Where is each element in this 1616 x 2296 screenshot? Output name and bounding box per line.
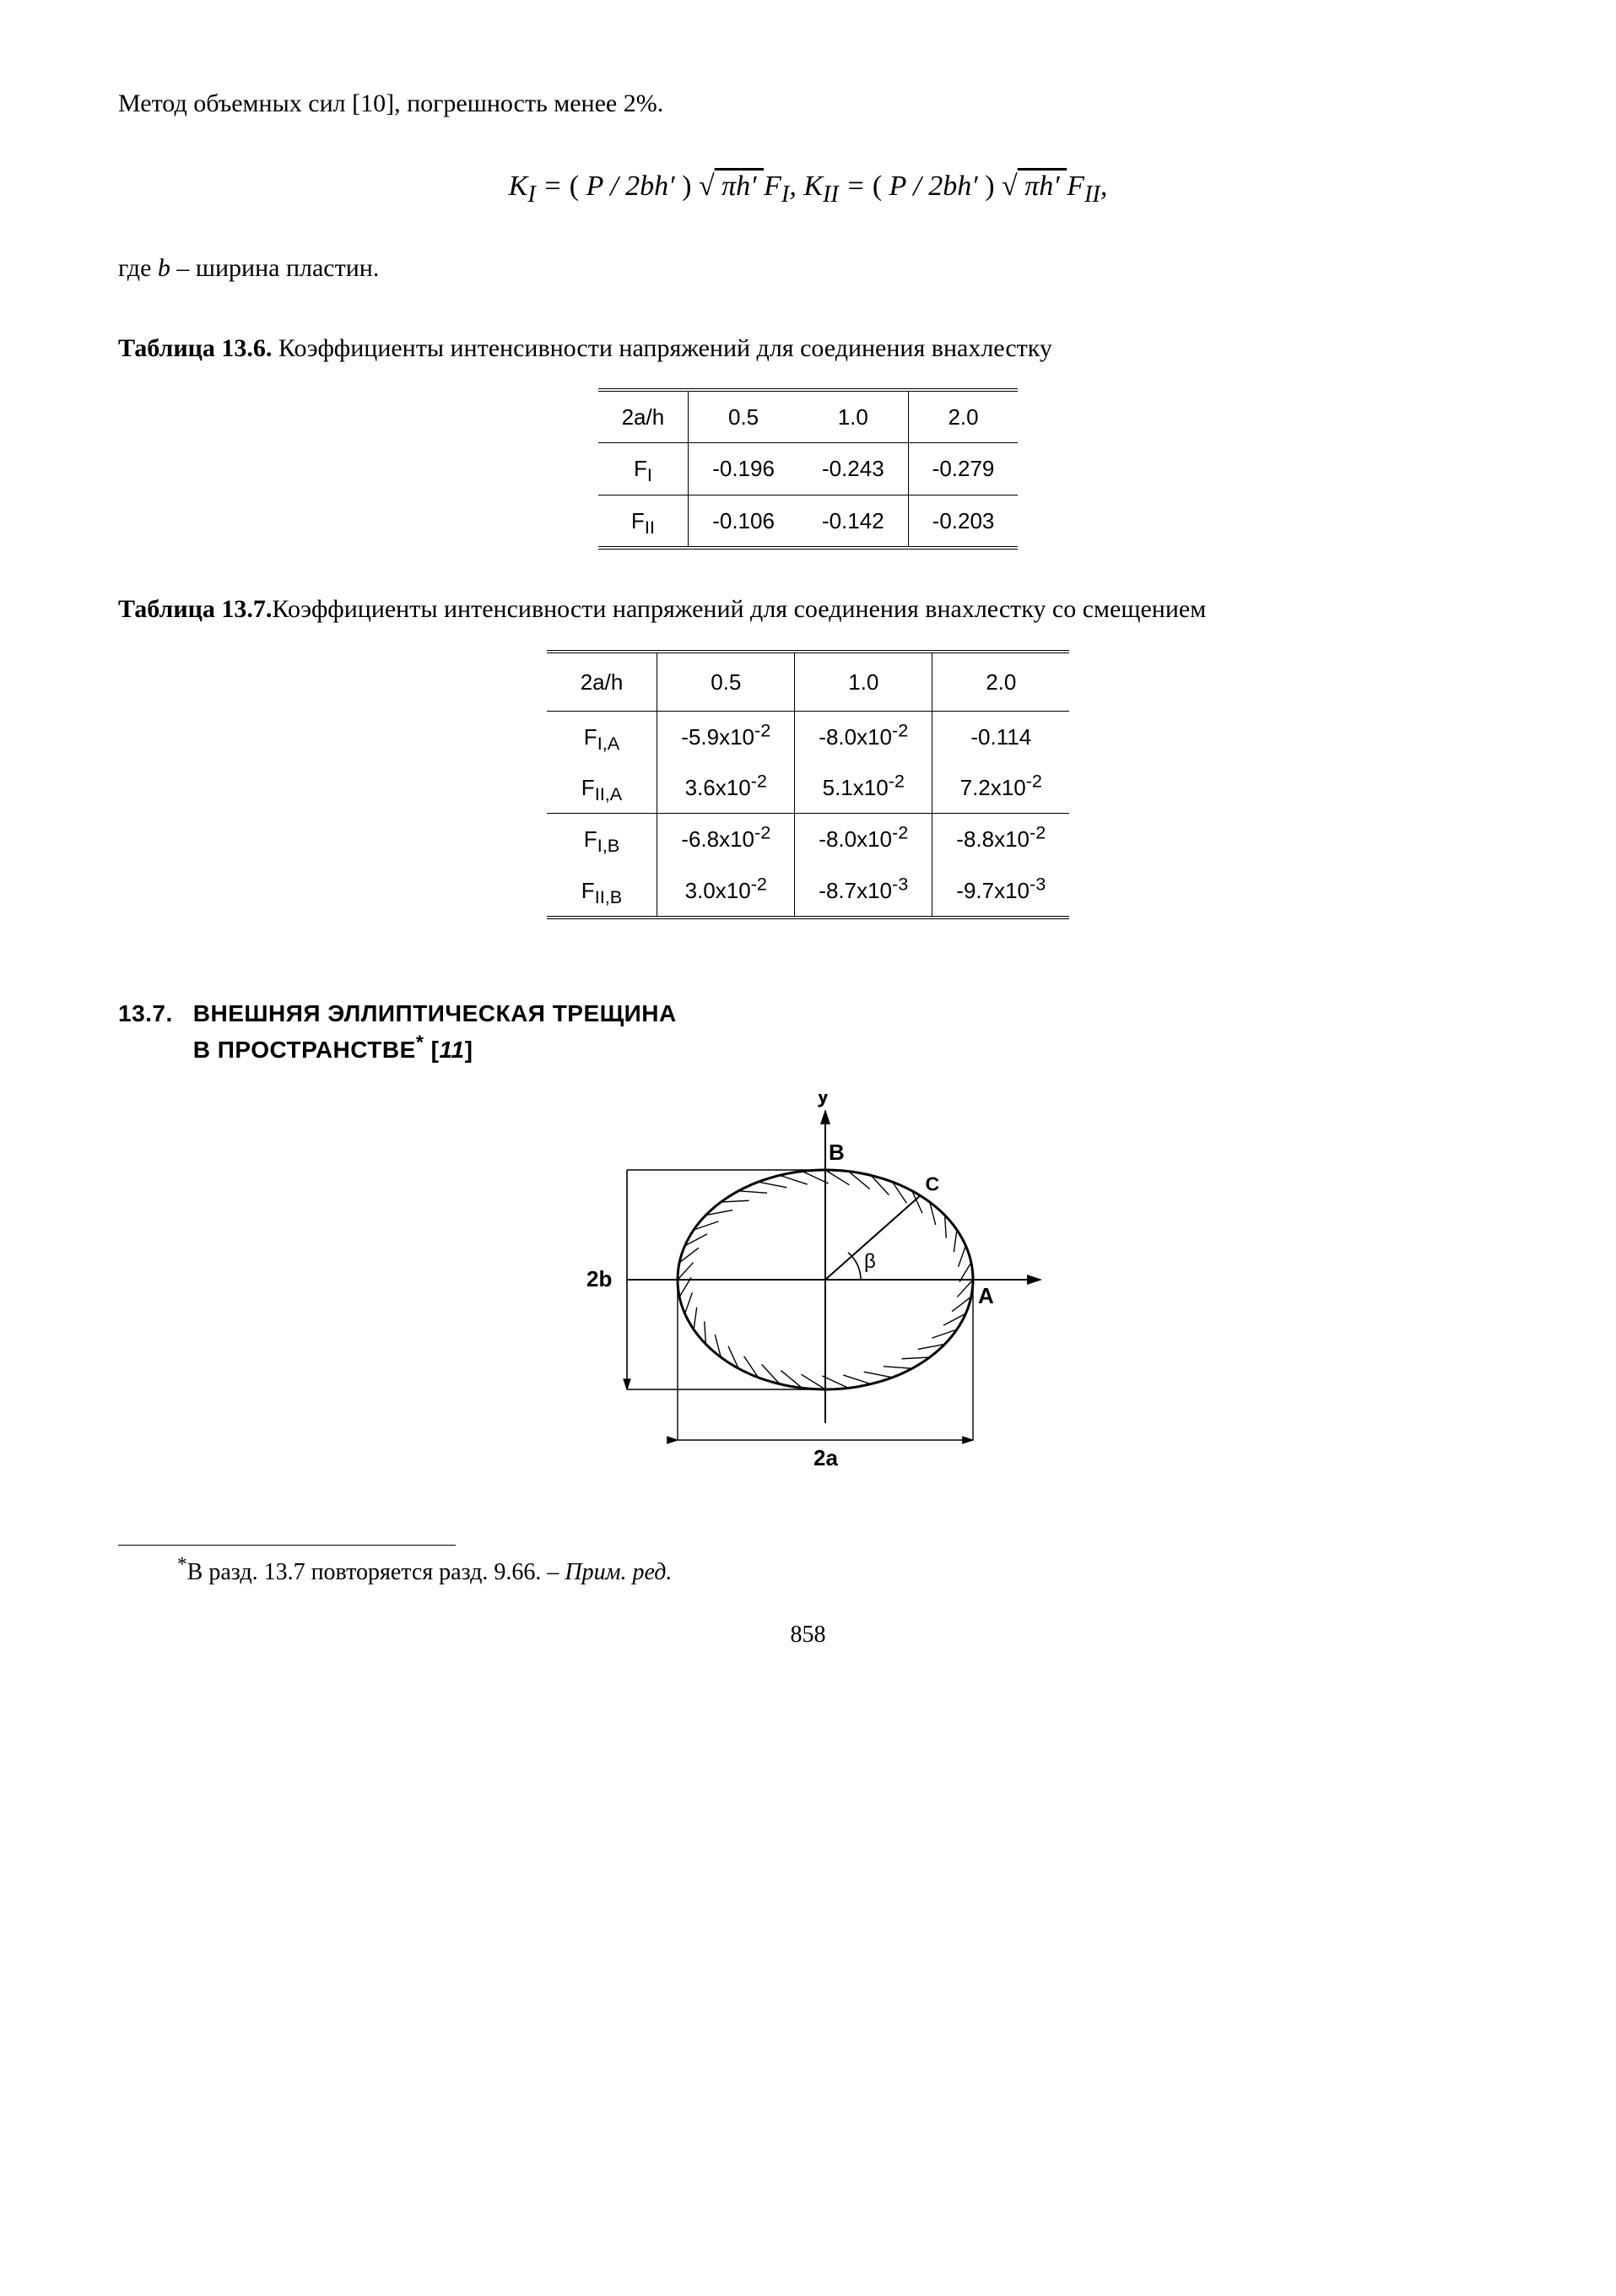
table7-cell: 3.6x10-2 <box>657 762 795 814</box>
table7-cell: -8.8x10-2 <box>932 814 1070 865</box>
table7-row-label: FII,A <box>547 762 657 814</box>
table-13-6: 2a/h0.51.02.0FI-0.196-0.243-0.279FII-0.1… <box>598 388 1019 550</box>
table7-caption-rest: Коэффициенты интенсивности напряжений дл… <box>272 595 1206 623</box>
table6-cell: -0.243 <box>798 443 908 495</box>
svg-text:A: A <box>978 1283 994 1308</box>
page-number: 858 <box>118 1616 1498 1653</box>
section-number: 13.7. <box>118 995 173 1069</box>
table6-cell: -0.196 <box>689 443 798 495</box>
table6-header-cell: 2a/h <box>598 390 689 443</box>
table6-cell: -0.279 <box>908 443 1018 495</box>
svg-text:2a: 2a <box>813 1445 838 1470</box>
svg-text:C: C <box>925 1172 939 1194</box>
section-title-line2: В ПРОСТРАНСТВЕ* [11] <box>193 1037 473 1063</box>
table6-cell: -0.203 <box>908 495 1018 548</box>
svg-text:2b: 2b <box>586 1266 612 1292</box>
table7-cell: -5.9x10-2 <box>657 711 795 762</box>
ellipse-figure-svg: xyβABC2a2b <box>572 1094 1045 1482</box>
svg-text:β: β <box>864 1250 876 1273</box>
where-clause: где b – ширина пластин. <box>118 249 1498 289</box>
table7-cell: -8.0x10-2 <box>795 711 932 762</box>
svg-text:y: y <box>817 1094 830 1107</box>
table7-caption: Таблица 13.7.Коэффициенты интенсивности … <box>118 590 1498 630</box>
section-title-line1: ВНЕШНЯЯ ЭЛЛИПТИЧЕСКАЯ ТРЕЩИНА <box>193 1000 677 1026</box>
equation-block: KI = ( P / 2bh′ ) √ πh′ FI, KII = ( P / … <box>118 165 1498 209</box>
table6-cell: -0.106 <box>689 495 798 548</box>
svg-text:B: B <box>829 1140 845 1165</box>
table6-caption-prefix: Таблица 13.6. <box>118 334 272 362</box>
table7-cell: 5.1x10-2 <box>795 762 932 814</box>
table6-row-label: FI <box>598 443 689 495</box>
table7-row-label: FI,A <box>547 711 657 762</box>
table7-cell: -8.7x10-3 <box>795 865 932 918</box>
table6-header-cell: 0.5 <box>689 390 798 443</box>
section-heading: 13.7. ВНЕШНЯЯ ЭЛЛИПТИЧЕСКАЯ ТРЕЩИНА В ПР… <box>118 995 1498 1069</box>
table6-header-cell: 2.0 <box>908 390 1018 443</box>
footnote-text: В разд. 13.7 повторяется разд. 9.66. – П… <box>187 1559 673 1585</box>
table7-header-cell: 0.5 <box>657 652 795 712</box>
table7-header-cell: 2.0 <box>932 652 1070 712</box>
table6-caption: Таблица 13.6. Коэффициенты интенсивности… <box>118 329 1498 369</box>
table7-cell: -8.0x10-2 <box>795 814 932 865</box>
footnote-rule <box>118 1545 456 1546</box>
table7-header-cell: 2a/h <box>547 652 657 712</box>
footnote-marker: * <box>177 1554 187 1576</box>
table7-header-cell: 1.0 <box>795 652 932 712</box>
table7-cell: -9.7x10-3 <box>932 865 1070 918</box>
table6-caption-rest: Коэффициенты интенсивности напряжений дл… <box>272 334 1052 362</box>
table6-cell: -0.142 <box>798 495 908 548</box>
intro-text: Метод объемных сил [10], погрешность мен… <box>118 84 1498 124</box>
table6-row-label: FII <box>598 495 689 548</box>
table7-cell: 3.0x10-2 <box>657 865 795 918</box>
table7-row-label: FII,B <box>547 865 657 918</box>
table7-row-label: FI,B <box>547 814 657 865</box>
table7-cell: -0.114 <box>932 711 1070 762</box>
table7-cell: 7.2x10-2 <box>932 762 1070 814</box>
table7-cell: -6.8x10-2 <box>657 814 795 865</box>
figure-wrap: xyβABC2a2b <box>118 1094 1498 1495</box>
table6-header-cell: 1.0 <box>798 390 908 443</box>
table7-caption-prefix: Таблица 13.7. <box>118 595 272 623</box>
section-title: ВНЕШНЯЯ ЭЛЛИПТИЧЕСКАЯ ТРЕЩИНА В ПРОСТРАН… <box>193 995 1498 1069</box>
footnote: *В разд. 13.7 повторяется разд. 9.66. – … <box>177 1554 1498 1590</box>
table-13-7: 2a/h0.51.02.0FI,A-5.9x10-2-8.0x10-2-0.11… <box>547 650 1070 919</box>
